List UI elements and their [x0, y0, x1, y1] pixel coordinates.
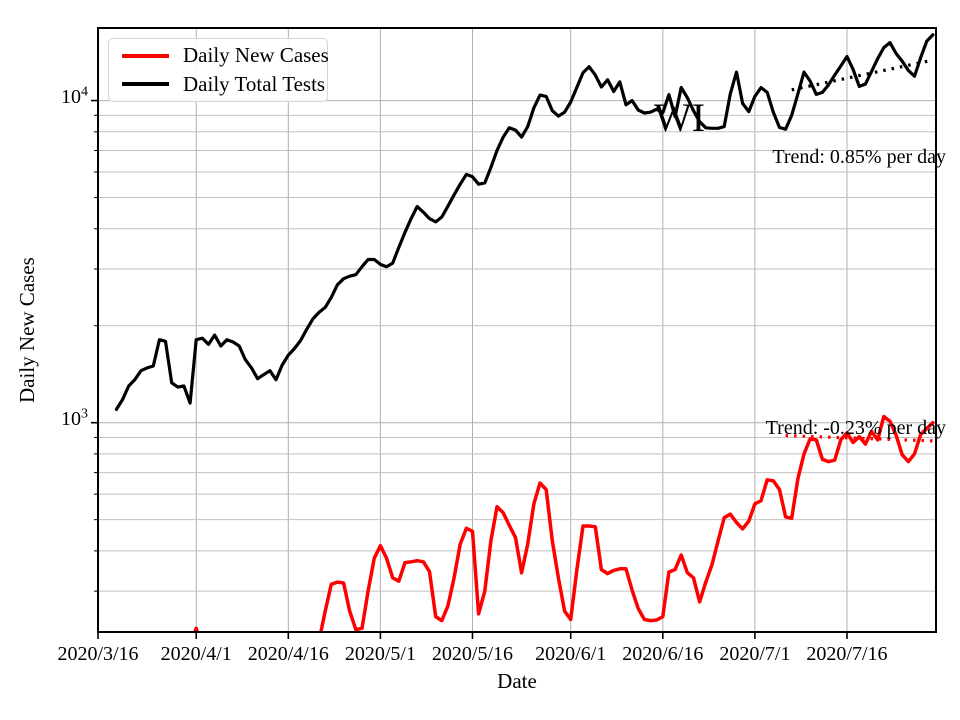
x-tick-label: 2020/5/16	[431, 643, 514, 665]
x-tick-label: 2020/7/16	[806, 643, 888, 665]
x-tick-label: 2020/5/1	[344, 643, 416, 665]
y-tick-label: 103	[61, 406, 88, 430]
trend-label-cases: Trend: -0.23% per day	[765, 417, 946, 439]
y-tick-label: 104	[61, 83, 88, 108]
trend-label-tests: Trend: 0.85% per day	[772, 146, 946, 168]
legend-label: Daily Total Tests	[183, 71, 326, 96]
x-tick-label: 2020/6/1	[535, 643, 607, 665]
x-tick-label: 2020/4/16	[247, 643, 329, 665]
legend: Daily New Cases Daily Total Tests	[108, 38, 329, 102]
legend-label: Daily New Cases	[183, 43, 329, 68]
legend-entry-daily-new-cases: Daily New Cases	[109, 42, 329, 70]
black-line-swatch	[122, 82, 169, 87]
state-annotation: WI	[654, 95, 706, 140]
red-line-swatch	[122, 53, 169, 58]
y-axis-title: Daily New Cases	[15, 257, 39, 403]
x-tick-label: 2020/7/1	[719, 643, 791, 665]
x-tick-label: 2020/4/1	[160, 643, 232, 665]
x-tick-label: 2020/6/16	[622, 643, 704, 665]
legend-entry-daily-total-tests: Daily Total Tests	[109, 70, 327, 98]
x-tick-label: 2020/3/16	[57, 643, 139, 665]
x-axis-title: Date	[497, 669, 537, 693]
